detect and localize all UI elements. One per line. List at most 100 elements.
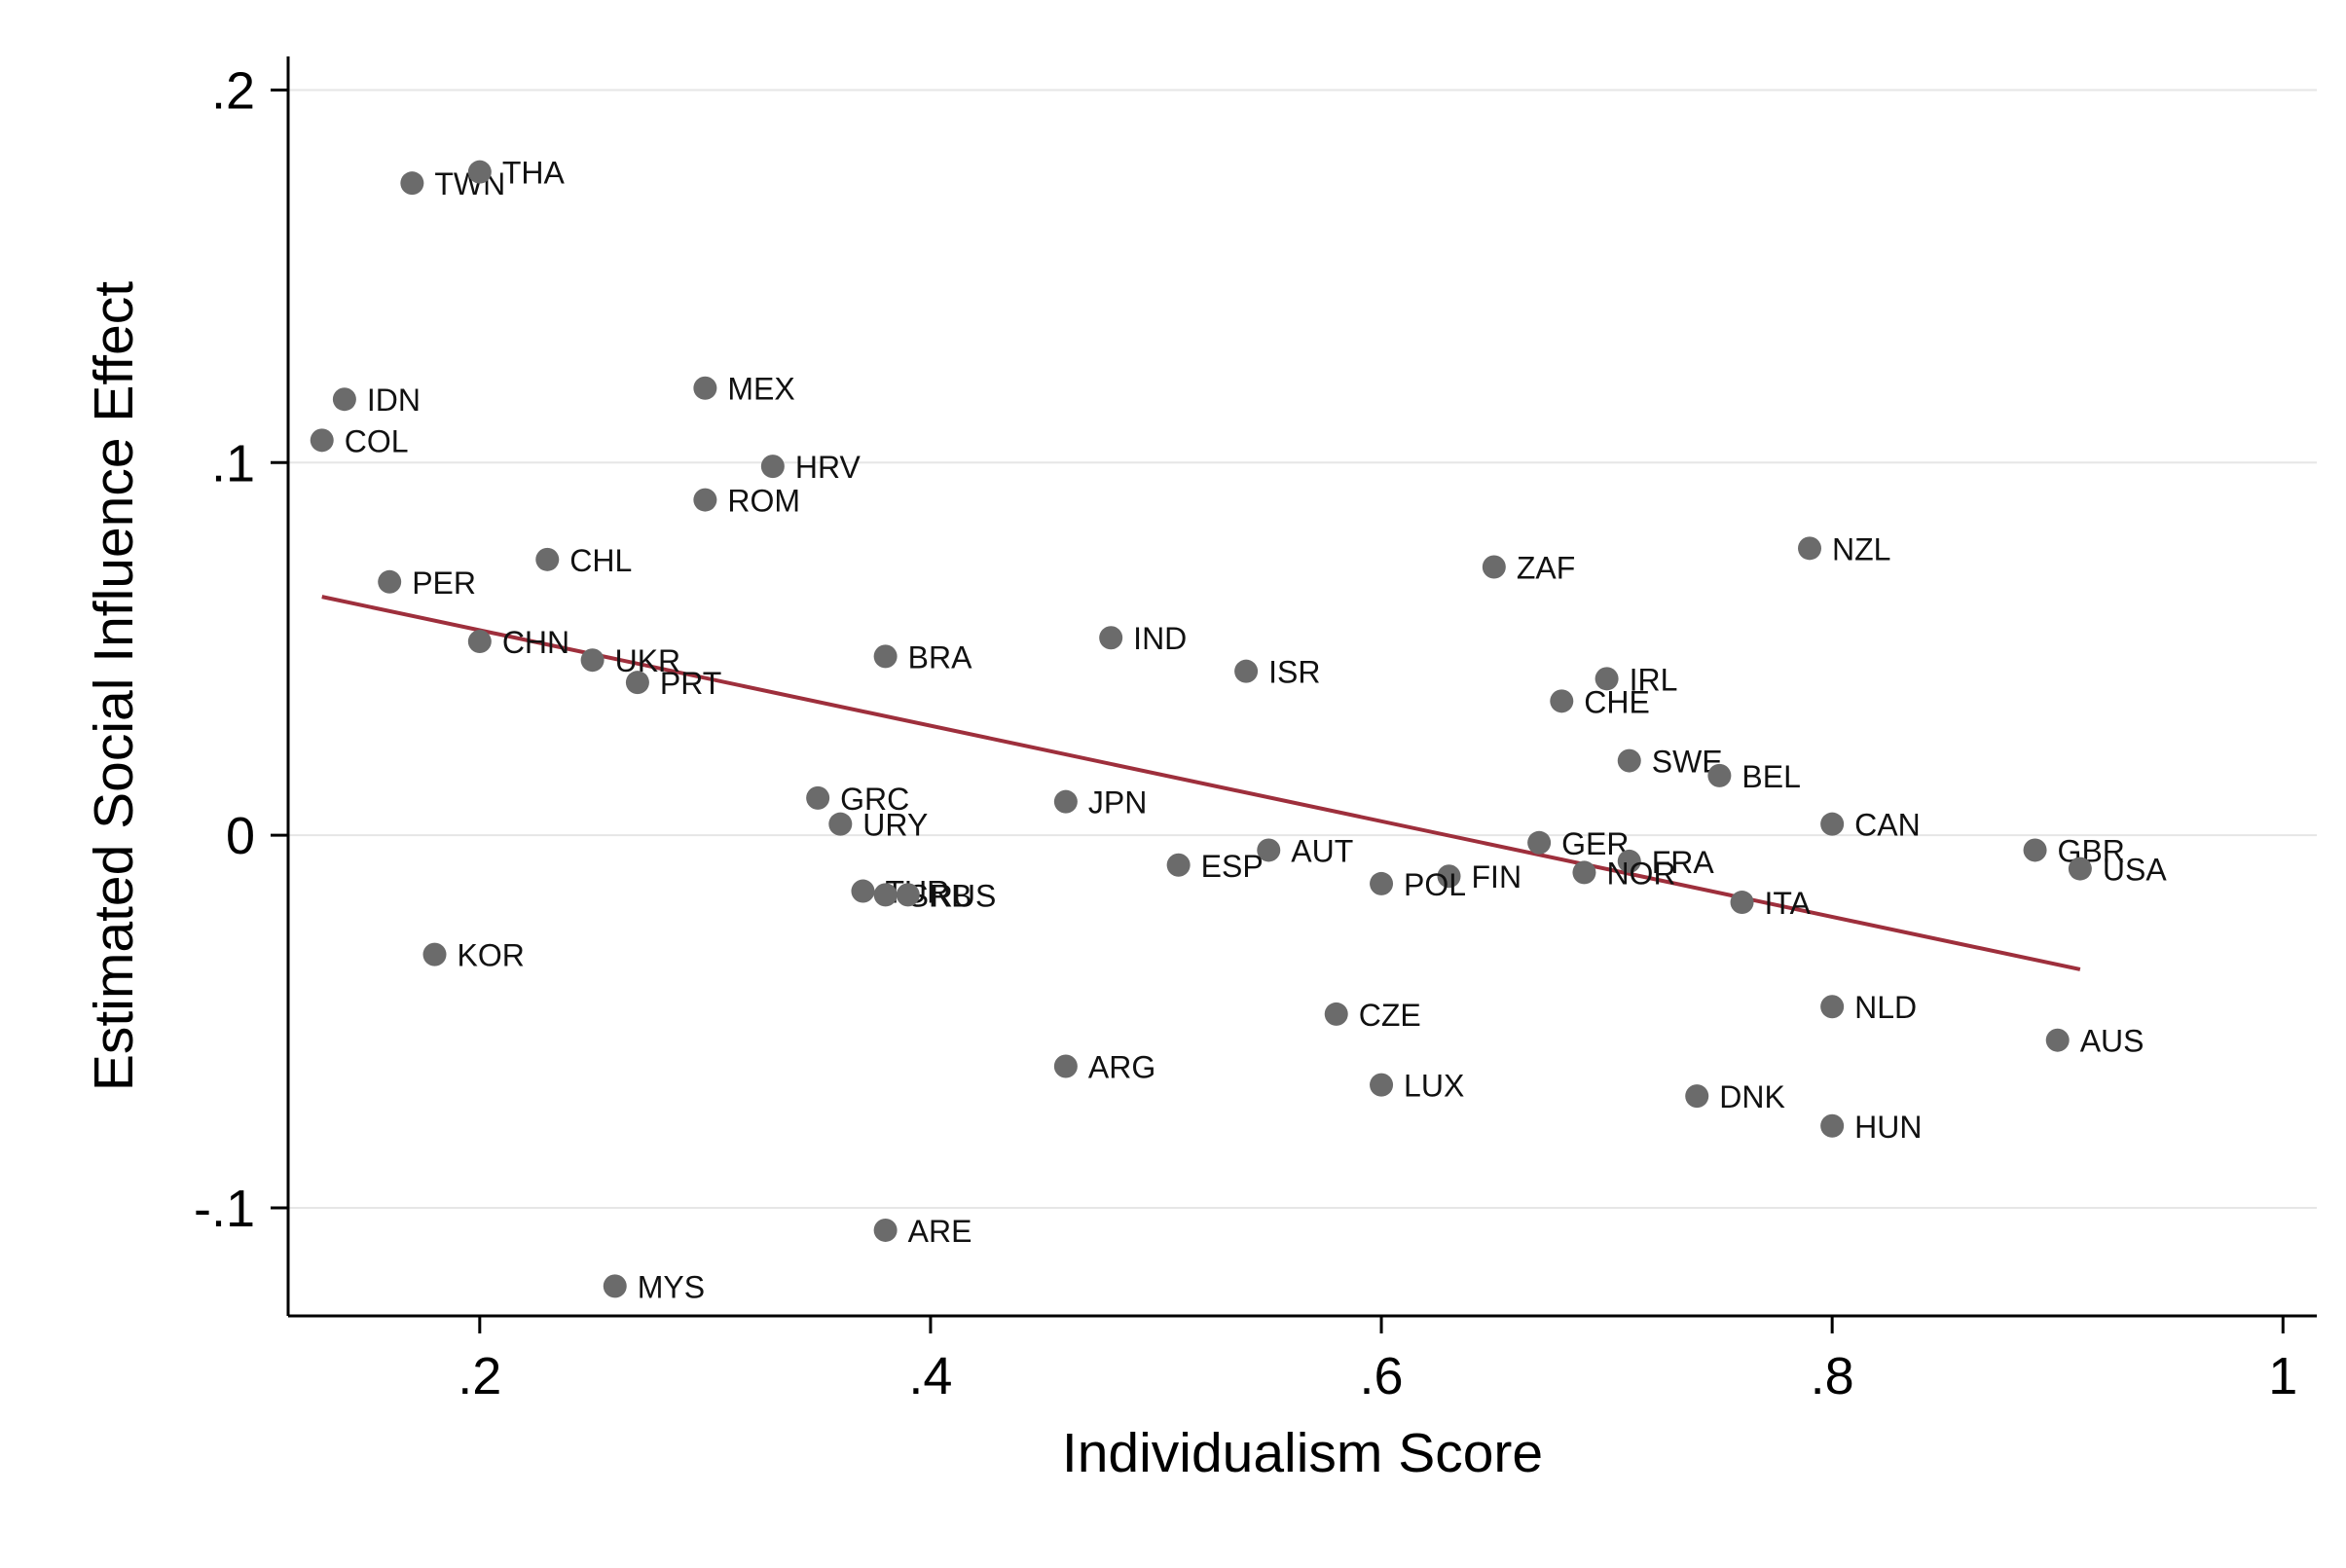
point-label: CZE [1359,998,1421,1033]
point-label: BEL [1741,759,1800,794]
point-label: PRT [660,666,721,701]
point-marker [580,648,605,673]
point-marker [1257,838,1281,862]
point-marker [1527,830,1552,855]
point-marker [896,883,920,907]
point-marker [1437,864,1461,889]
data-point-can: CAN [1820,808,1921,843]
data-point-aus: AUS [2045,1024,2144,1059]
point-label: IDN [367,383,421,418]
point-marker [873,644,898,669]
point-marker [1617,748,1641,773]
point-label: CHN [502,625,569,660]
fit-line [321,595,2081,971]
point-marker [1617,849,1641,873]
point-marker [625,671,649,695]
point-label: GBR [2058,833,2125,868]
point-label: HUN [1854,1110,1922,1145]
data-point-pol: POL [1370,867,1466,902]
data-point-kor: KOR [422,938,525,973]
data-point-rus: RUS [896,878,997,913]
y-tick-label: .1 [211,434,255,492]
data-point-prt: PRT [625,666,721,701]
point-label: PER [412,565,476,601]
point-label: AUT [1291,833,1353,868]
point-label: RUS [931,878,997,913]
point-label: GER [1561,826,1629,861]
point-label: POL [1404,867,1466,902]
data-point-tha: THA [467,156,565,191]
data-point-bra: BRA [873,639,972,675]
data-point-are: ARE [873,1214,972,1249]
data-point-col: COL [310,423,409,458]
data-point-chn: CHN [467,625,569,660]
point-label: DNK [1719,1079,1785,1114]
point-marker [1730,891,1754,915]
data-point-mys: MYS [603,1269,705,1304]
point-label: ARE [908,1214,972,1249]
point-label: IRL [1630,662,1678,697]
gridlines [288,89,2317,1209]
data-point-aut: AUT [1257,833,1353,868]
point-marker [1053,789,1078,814]
tick-marks: .2 .1 0 -.1 .2 .4 .6 .8 1 [194,61,2297,1405]
data-point-lux: LUX [1370,1069,1464,1104]
point-label: GRC [840,782,909,817]
point-label: ISR [1268,655,1320,690]
point-marker [400,171,424,196]
point-label: CHE [1584,684,1650,719]
point-marker [467,630,492,654]
point-marker [873,883,898,907]
data-point-fra: FRA [1617,845,1714,880]
point-marker [467,160,492,184]
point-label: AUS [2080,1024,2144,1059]
data-point-usa: USA [2068,853,2167,888]
point-marker [1370,1073,1394,1097]
data-point-arg: ARG [1053,1049,1155,1084]
point-marker [806,785,830,810]
point-marker [1370,871,1394,895]
data-point-ger: GER [1527,826,1629,861]
y-tick-label: 0 [226,807,255,865]
point-marker [1820,812,1845,836]
data-point-hun: HUN [1820,1110,1922,1145]
point-marker [2023,838,2047,862]
point-marker [851,879,875,903]
point-marker [693,376,717,400]
data-point-ukr: UKR [580,643,680,678]
fit-line-group [321,595,2081,971]
point-label: NZL [1832,531,1890,566]
point-marker [378,569,402,594]
data-point-mex: MEX [693,372,795,407]
data-point-che: CHE [1550,684,1650,719]
data-point-esp: ESP [1166,849,1264,884]
data-point-ury: URY [828,808,928,843]
x-tick-label: .2 [458,1347,501,1405]
point-label: KOR [458,938,525,973]
point-label: LUX [1404,1069,1464,1104]
point-marker [422,942,447,966]
point-marker [1572,860,1596,885]
data-point-idn: IDN [332,383,421,418]
data-point-dnk: DNK [1685,1079,1785,1114]
point-marker [1820,1113,1845,1138]
data-point-gbr: GBR [2023,833,2125,868]
point-label: ZAF [1517,550,1575,585]
data-point-grc: GRC [806,782,909,817]
point-label: MEX [727,372,794,407]
point-label: BRA [908,639,972,675]
point-marker [535,547,560,571]
data-point-nzl: NZL [1798,531,1890,566]
point-label: URY [862,808,928,843]
data-point-hrv: HRV [760,450,861,485]
point-marker [1685,1084,1709,1109]
x-tick-label: .4 [908,1347,952,1405]
point-marker [1234,659,1259,683]
data-point-nld: NLD [1820,990,1917,1025]
data-point-jpn: JPN [1053,785,1147,820]
point-label: IND [1133,621,1187,656]
x-tick-label: .8 [1811,1347,1854,1405]
data-point-fin: FIN [1437,859,1521,894]
data-point-ind: IND [1099,621,1187,656]
